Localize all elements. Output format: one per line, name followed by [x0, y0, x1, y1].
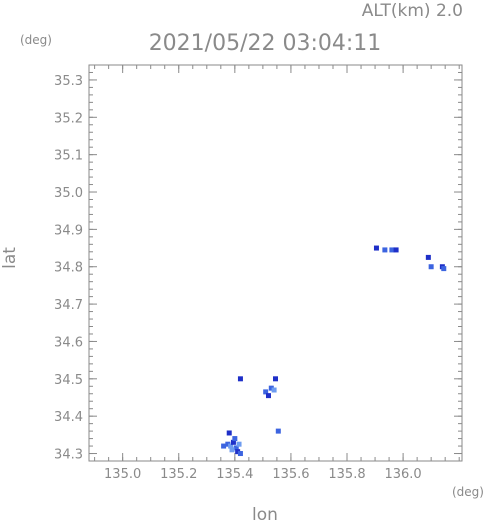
x-axis-ticks: 135.0 135.2 135.4 135.6 135.8 136.0: [94, 65, 460, 482]
x-axis-label: lon: [252, 505, 278, 521]
echo-patch: [382, 247, 388, 253]
echo-patch: [275, 428, 281, 434]
lat-unit-label: (deg): [20, 33, 52, 47]
y-tick-label: 34.5: [54, 373, 83, 388]
echo-patch: [236, 441, 242, 447]
echo-patch: [389, 247, 395, 253]
plot-frame: [88, 64, 463, 462]
y-tick-label: 35.3: [54, 74, 83, 89]
x-tick-label: 135.0: [104, 467, 141, 482]
echo-patch: [265, 393, 271, 399]
echo-patch: [428, 264, 434, 270]
x-tick-label: 135.8: [328, 467, 365, 482]
y-tick-label: 34.7: [54, 298, 83, 313]
echo-patch: [263, 389, 269, 395]
echo-patch: [271, 387, 277, 393]
altitude-label: ALT(km) 2.0: [362, 1, 463, 21]
y-tick-label: 34.3: [54, 448, 83, 463]
x-tick-label: 135.4: [216, 467, 253, 482]
echo-patch: [237, 451, 243, 457]
x-tick-label: 136.0: [384, 467, 421, 482]
echo-patch: [237, 376, 243, 382]
y-tick-label: 35.2: [54, 111, 83, 126]
lon-unit-label: (deg): [452, 485, 484, 499]
echo-patch: [441, 266, 447, 272]
y-tick-label: 34.4: [54, 410, 83, 425]
x-tick-label: 135.6: [272, 467, 309, 482]
echo-patch: [373, 245, 379, 251]
y-tick-label: 35.1: [54, 149, 83, 164]
x-tick-label: 135.2: [160, 467, 197, 482]
y-tick-label: 34.6: [54, 335, 83, 350]
chart-title: 2021/05/22 03:04:11: [149, 31, 382, 56]
y-tick-label: 35.0: [54, 186, 83, 201]
echo-patch: [226, 430, 232, 436]
echo-patch: [268, 385, 274, 391]
y-tick-label: 34.9: [54, 223, 83, 238]
y-axis-ticks: 34.3 34.4 34.5 34.6 34.7 34.8 34.9 35.0 35.1 35.2…: [54, 64, 462, 463]
echo-patch: [221, 443, 227, 449]
y-axis-label: lat: [0, 247, 20, 269]
echo-patch: [425, 254, 431, 260]
echo-patch: [228, 443, 234, 449]
echo-patch: [235, 449, 241, 455]
echo-patches: [221, 245, 447, 457]
echo-patch: [393, 247, 399, 253]
echo-patch: [273, 376, 278, 382]
y-tick-label: 34.8: [54, 261, 83, 276]
echo-patch: [230, 439, 236, 445]
echo-patch: [232, 436, 238, 442]
echo-patch: [229, 447, 235, 453]
echo-patch: [225, 441, 231, 447]
echo-patch: [233, 445, 239, 451]
